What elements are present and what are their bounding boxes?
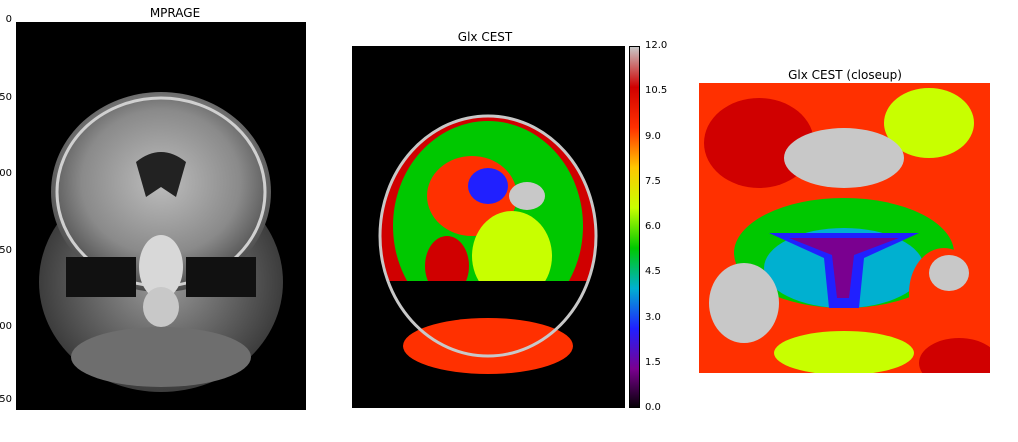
colorbar-tick-label: 12.0 — [645, 40, 668, 51]
colorbar-tick-label: 1.5 — [645, 356, 661, 368]
closeup-title: Glx CEST (closeup) — [788, 68, 902, 82]
y-tick-label: 50 — [0, 394, 12, 405]
mprage-image — [16, 22, 306, 410]
mprage-title: MPRAGE — [149, 6, 201, 20]
closeup-image — [699, 83, 990, 373]
colorbar-tick-label: 9.0 — [645, 130, 661, 142]
y-tick-label: 50 — [0, 92, 12, 103]
colorbar-tick-label: 4.5 — [645, 266, 661, 278]
y-tick-label: 00 — [0, 168, 12, 179]
cest-image — [352, 46, 625, 408]
y-tick-label: 00 — [0, 321, 12, 332]
colorbar-tick-label: 6.0 — [645, 221, 661, 232]
colorbar-tick-label: 10.5 — [645, 85, 668, 97]
colorbar — [629, 46, 640, 408]
cest-title: Glx CEST — [457, 30, 513, 44]
y-tick-label: 50 — [0, 245, 12, 256]
y-tick-label: 0 — [5, 14, 12, 25]
colorbar-tick-label: 7.5 — [645, 175, 661, 187]
colorbar-tick-label: 3.0 — [645, 311, 661, 323]
colorbar-tick-label: 0.0 — [645, 402, 661, 413]
